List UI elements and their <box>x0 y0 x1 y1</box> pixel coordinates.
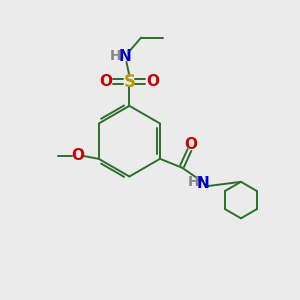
Text: H: H <box>110 49 122 63</box>
Text: N: N <box>196 176 209 191</box>
Text: O: O <box>71 148 84 164</box>
Text: N: N <box>118 49 131 64</box>
Text: O: O <box>184 136 197 152</box>
Text: S: S <box>123 73 135 91</box>
Text: O: O <box>99 74 112 89</box>
Text: O: O <box>146 74 159 89</box>
Text: H: H <box>188 176 199 189</box>
